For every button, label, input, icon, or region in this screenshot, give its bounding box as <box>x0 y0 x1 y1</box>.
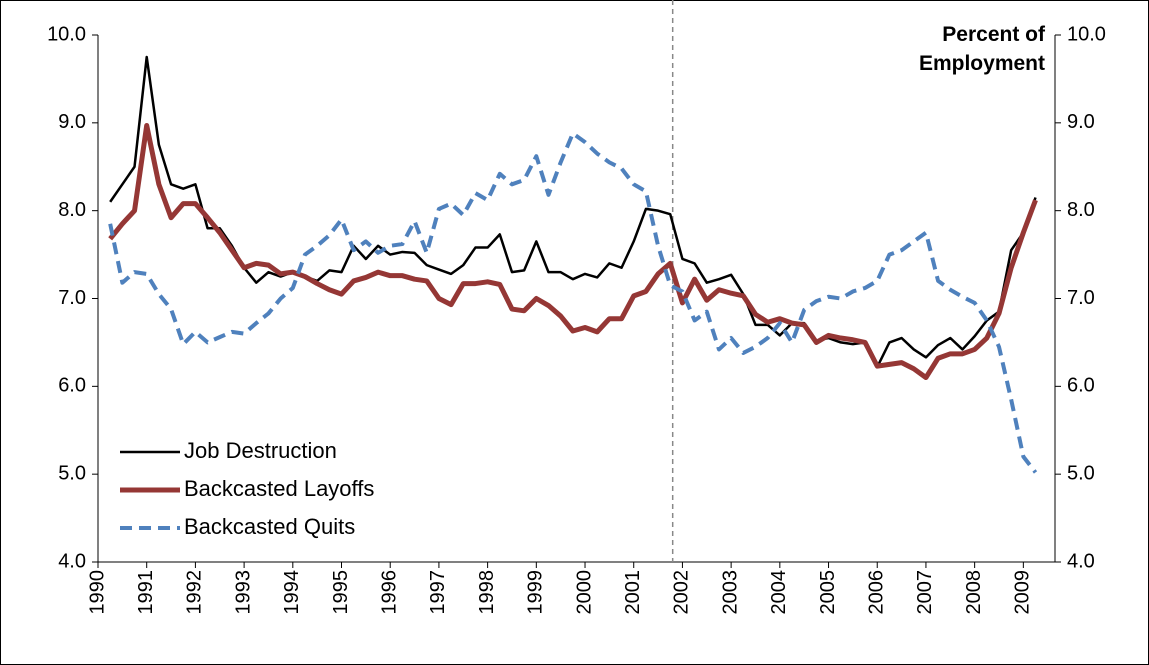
series-line <box>109 55 1037 369</box>
x-tick-label: 1991 <box>135 570 157 615</box>
y2-tick-label: 6.0 <box>1067 375 1095 397</box>
x-tick-label: 1998 <box>476 570 498 615</box>
y-tick-label: 7.0 <box>58 287 86 309</box>
x-tick-label: 2005 <box>817 570 839 615</box>
x-tick-label: 1995 <box>330 570 352 615</box>
x-tick-label: 2009 <box>1012 570 1034 615</box>
y2-tick-label: 4.0 <box>1067 550 1095 572</box>
x-tick-label: 2002 <box>671 570 693 615</box>
legend-label: Backcasted Layoffs <box>184 476 374 501</box>
x-tick-label: 2006 <box>866 570 888 615</box>
y-tick-label: 10.0 <box>47 23 86 45</box>
y-tick-label: 5.0 <box>58 462 86 484</box>
x-tick-label: 1990 <box>86 570 108 615</box>
x-tick-label: 2000 <box>573 570 595 615</box>
x-tick-label: 1993 <box>232 570 254 615</box>
x-tick-label: 1992 <box>184 570 206 615</box>
series-line <box>108 122 1038 381</box>
x-tick-label: 2001 <box>622 570 644 615</box>
legend-label: Backcasted Quits <box>184 514 355 539</box>
x-tick-label: 1999 <box>525 570 547 615</box>
x-tick-label: 2004 <box>768 570 790 615</box>
y2-tick-label: 10.0 <box>1067 23 1106 45</box>
y-tick-label: 4.0 <box>58 550 86 572</box>
y2-tick-label: 9.0 <box>1067 111 1095 133</box>
legend-label: Job Destruction <box>184 438 337 463</box>
y2-tick-label: 7.0 <box>1067 287 1095 309</box>
x-tick-label: 1997 <box>427 570 449 615</box>
x-tick-label: 1994 <box>281 570 303 615</box>
y2-tick-label: 8.0 <box>1067 199 1095 221</box>
y2-tick-label: 5.0 <box>1067 462 1095 484</box>
series-line <box>108 131 1038 474</box>
y-tick-label: 6.0 <box>58 375 86 397</box>
y-tick-label: 9.0 <box>58 111 86 133</box>
x-tick-label: 2008 <box>963 570 985 615</box>
axis-annotation: Percent of Employment <box>918 23 1045 75</box>
x-tick-label: 2003 <box>719 570 741 615</box>
x-tick-label: 1996 <box>378 570 400 615</box>
x-tick-label: 2007 <box>914 570 936 615</box>
y-tick-label: 8.0 <box>58 199 86 221</box>
